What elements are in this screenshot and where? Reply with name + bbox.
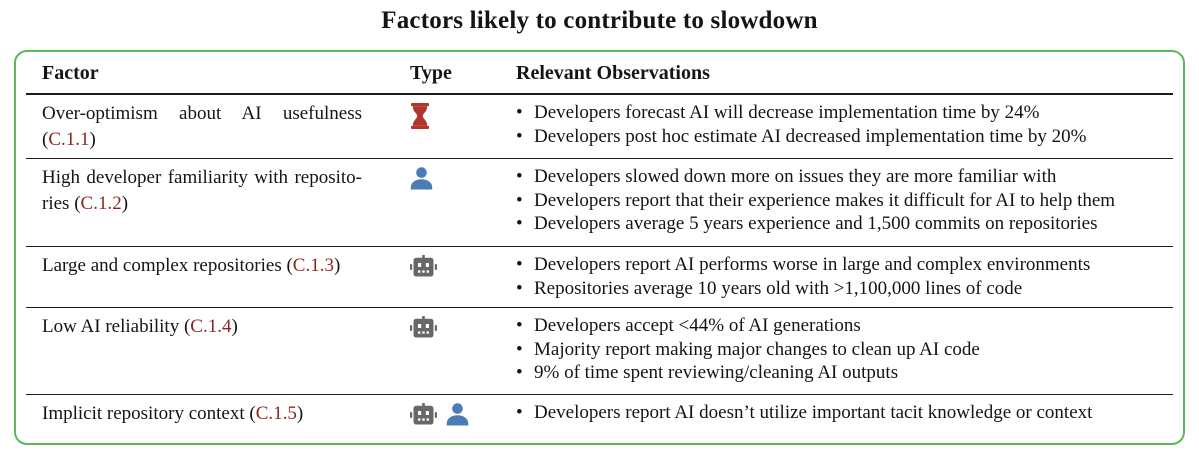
factor-cell: High developer familiarity with reposito…: [42, 165, 362, 217]
factors-table: Factor Type Relevant Observations Over-o…: [26, 52, 1173, 443]
observation-text: Developers report AI doesn’t utilize imp…: [534, 402, 1093, 423]
observation-item: • Majority report making major changes t…: [516, 338, 1167, 362]
observation-item: • Developers report AI doesn’t utilize i…: [516, 401, 1167, 425]
bullet-icon: •: [516, 189, 523, 211]
observation-item: • Developers average 5 years experience …: [516, 212, 1167, 236]
observation-item: • Developers report that their experienc…: [516, 189, 1167, 213]
factor-ref-link[interactable]: C.1.1: [48, 129, 90, 150]
observation-item: • Developers report AI performs worse in…: [516, 253, 1167, 277]
factor-text: Over-optimism about AI usefulness: [42, 103, 362, 124]
observation-text: Developers forecast AI will decrease imp…: [534, 102, 1040, 123]
factor-paren-open: (: [69, 193, 81, 214]
table-row: Implicit repository context (C.1.5) • De…: [26, 394, 1173, 443]
observation-item: • Repositories average 10 years old with…: [516, 277, 1167, 301]
observation-text: Developers accept <44% of AI generations: [534, 315, 861, 336]
observation-item: • 9% of time spent reviewing/cleaning AI…: [516, 361, 1167, 385]
observation-item: • Developers slowed down more on issues …: [516, 165, 1167, 189]
observation-text: Majority report making major changes to …: [534, 338, 980, 360]
observation-text: Developers post hoc estimate AI decrease…: [534, 125, 1087, 147]
column-header-factor: Factor: [42, 62, 99, 84]
robot-icon: [410, 255, 437, 277]
factor-text: Implicit repository context: [42, 403, 245, 424]
factor-paren-close: ): [121, 193, 129, 214]
observation-text: Developers report that their experience …: [534, 189, 1116, 211]
bullet-icon: •: [516, 125, 523, 147]
observation-text: 9% of time spent reviewing/cleaning AI o…: [534, 362, 899, 383]
table-row: Over-optimism about AI usefulness (C.1.1…: [26, 95, 1173, 158]
bullet-icon: •: [516, 102, 523, 123]
observation-item: • Developers forecast AI will decrease i…: [516, 101, 1167, 125]
factor-ref-link[interactable]: C.1.3: [292, 255, 334, 276]
observation-text: Developers average 5 years experience an…: [534, 213, 1098, 234]
factor-paren-close: ): [333, 255, 341, 276]
factor-ref-link[interactable]: C.1.5: [255, 403, 297, 424]
table-row: High developer familiarity with reposito…: [26, 158, 1173, 246]
factor-text: Large and complex repositories: [42, 255, 282, 276]
robot-icon: [410, 316, 437, 338]
table-body: Over-optimism about AI usefulness (C.1.1…: [26, 95, 1173, 443]
observation-text: Developers slowed down more on issues th…: [534, 166, 1057, 187]
factor-text: Low AI reliability: [42, 316, 180, 337]
bullet-icon: •: [516, 277, 523, 299]
bullet-icon: •: [516, 338, 523, 360]
type-cell: [410, 101, 490, 129]
observations-cell: • Developers report AI performs worse in…: [516, 253, 1167, 300]
bullet-icon: •: [516, 315, 523, 336]
factor-paren-open: (: [281, 255, 293, 276]
factor-ref-link[interactable]: C.1.2: [80, 193, 122, 214]
column-header-type: Type: [410, 62, 452, 84]
factor-cell: Large and complex repositories (C.1.3): [42, 253, 362, 279]
bullet-icon: •: [516, 254, 523, 275]
factor-cell: Over-optimism about AI usefulness (C.1.1…: [42, 101, 362, 153]
factor-ref-link[interactable]: C.1.4: [190, 316, 232, 337]
table-row: Low AI reliability (C.1.4) • Developers …: [26, 307, 1173, 394]
observation-text: Developers report AI performs worse in l…: [534, 254, 1091, 275]
type-cell: [410, 314, 490, 338]
factor-paren-close: ): [231, 316, 238, 337]
observations-cell: • Developers report AI doesn’t utilize i…: [516, 401, 1167, 425]
bullet-icon: •: [516, 402, 523, 423]
table-row: Large and complex repositories (C.1.3) •…: [26, 246, 1173, 307]
person-icon: [446, 403, 469, 426]
factor-paren-open: (: [179, 316, 191, 337]
bullet-icon: •: [516, 166, 523, 187]
observation-item: • Developers post hoc estimate AI decrea…: [516, 125, 1167, 149]
observations-cell: • Developers slowed down more on issues …: [516, 165, 1167, 236]
table-header-row: Factor Type Relevant Observations: [26, 52, 1173, 95]
table-card: Factor Type Relevant Observations Over-o…: [14, 50, 1185, 445]
factor-paren-close: ): [296, 403, 304, 424]
observations-cell: • Developers accept <44% of AI generatio…: [516, 314, 1167, 385]
column-header-observations: Relevant Observations: [516, 62, 710, 84]
observation-item: • Developers accept <44% of AI generatio…: [516, 314, 1167, 338]
type-cell: [410, 165, 490, 190]
bullet-icon: •: [516, 213, 523, 234]
type-cell: [410, 401, 490, 426]
factor-paren-open: (: [42, 129, 49, 150]
factor-paren-close: ): [89, 129, 96, 150]
factor-paren-open: (: [244, 403, 256, 424]
factor-cell: Low AI reliability (C.1.4): [42, 314, 362, 340]
type-cell: [410, 253, 490, 277]
factor-cell: Implicit repository context (C.1.5): [42, 401, 362, 427]
observation-text: Repositories average 10 years old with >…: [534, 277, 1023, 299]
bullet-icon: •: [516, 362, 523, 383]
observations-cell: • Developers forecast AI will decrease i…: [516, 101, 1167, 148]
factor-text: High developer familiarity with reposito…: [42, 167, 362, 214]
hourglass-icon: [410, 103, 430, 129]
robot-icon: [410, 403, 437, 425]
page-title: Factors likely to contribute to slowdown: [381, 7, 818, 34]
person-icon: [410, 167, 433, 190]
